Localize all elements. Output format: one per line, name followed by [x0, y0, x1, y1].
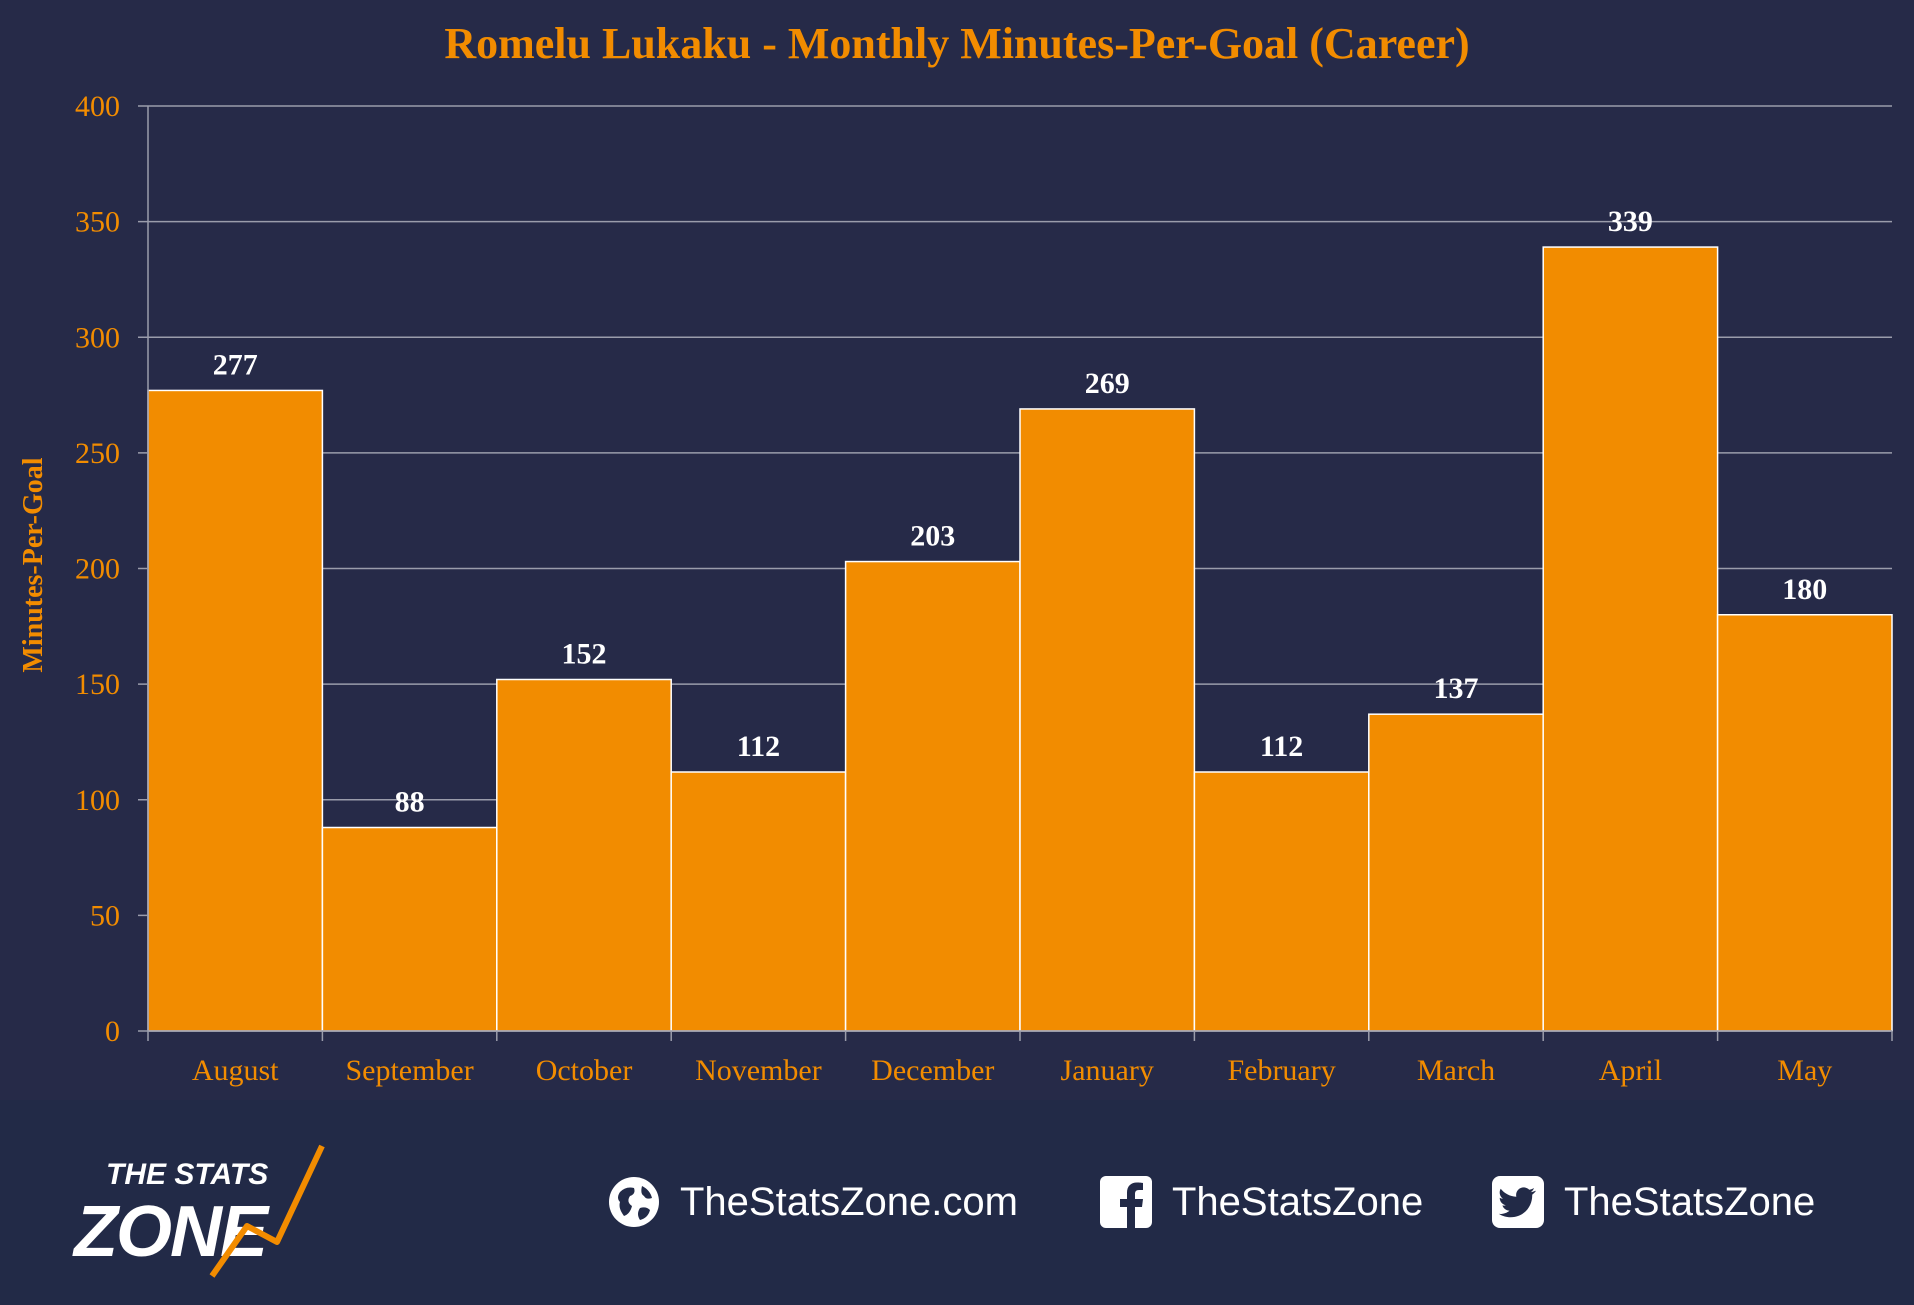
y-tick-label: 50 — [90, 899, 120, 932]
globe-icon — [609, 1177, 659, 1227]
data-label: 137 — [1434, 672, 1479, 705]
bar-chart: Romelu Lukaku - Monthly Minutes-Per-Goal… — [18, 19, 1893, 1087]
x-tick-label: May — [1777, 1054, 1832, 1087]
bar-october — [496, 678, 672, 1032]
y-tick-label: 100 — [75, 784, 120, 817]
stats-zone-logo: THE STATS ZONE — [72, 1144, 325, 1278]
y-tick-label: 250 — [75, 437, 120, 470]
x-tick-label: January — [1061, 1054, 1154, 1087]
y-axis-label: Minutes-Per-Goal — [18, 457, 49, 672]
bar-december — [844, 560, 1021, 1032]
y-tick-label: 400 — [75, 90, 120, 123]
x-tick-label: August — [192, 1054, 279, 1087]
twitter-text: TheStatsZone — [1564, 1179, 1816, 1224]
x-tick-label: September — [345, 1054, 473, 1087]
x-tick-label: November — [695, 1054, 822, 1087]
data-label: 180 — [1782, 573, 1827, 606]
facebook-link[interactable]: TheStatsZone — [1098, 1172, 1423, 1232]
data-label: 112 — [737, 730, 780, 763]
x-tick-label: December — [871, 1054, 994, 1087]
data-label: 152 — [562, 638, 607, 671]
twitter-link[interactable]: TheStatsZone — [1490, 1172, 1815, 1232]
x-tick-label: March — [1417, 1054, 1495, 1087]
logo-zigzag — [209, 1144, 325, 1278]
bar-february — [1193, 771, 1370, 1032]
bar-august — [147, 389, 324, 1032]
x-tick-label: April — [1599, 1054, 1662, 1087]
website-link[interactable]: TheStatsZone.com — [606, 1172, 1018, 1232]
y-tick-labels: 0 50 100 150 200 250 300 350 400 — [75, 90, 120, 1048]
facebook-icon — [1100, 1176, 1152, 1228]
y-tick-label: 200 — [75, 553, 120, 586]
x-tick-labels: August September October November December Ja… — [192, 1054, 1832, 1087]
bar-september — [321, 826, 498, 1032]
twitter-icon — [1492, 1176, 1544, 1228]
y-tick-label: 350 — [75, 206, 120, 239]
y-tick-label: 300 — [75, 321, 120, 354]
data-label: 269 — [1085, 367, 1130, 400]
bar-march — [1368, 713, 1544, 1032]
y-tick-label: 150 — [75, 668, 120, 701]
data-label: 339 — [1608, 205, 1653, 238]
bars — [147, 246, 1893, 1032]
axes — [138, 105, 1893, 1041]
bar-may — [1716, 614, 1893, 1032]
footer: THE STATS ZONE TheStatsZone.com TheStats… — [0, 1100, 1914, 1305]
data-labels: 277 88 152 112 203 269 112 137 339 180 — [213, 205, 1828, 818]
data-label: 277 — [213, 348, 258, 381]
website-text: TheStatsZone.com — [680, 1179, 1018, 1224]
data-label: 112 — [1260, 730, 1303, 763]
data-label: 88 — [395, 786, 425, 819]
chart-title: Romelu Lukaku - Monthly Minutes-Per-Goal… — [444, 19, 1469, 68]
x-tick-label: October — [536, 1054, 633, 1087]
x-tick-label: February — [1227, 1054, 1335, 1087]
data-label: 203 — [910, 520, 955, 553]
facebook-text: TheStatsZone — [1172, 1179, 1424, 1224]
bar-november — [670, 771, 847, 1032]
logo-line2: ZONE — [72, 1192, 270, 1272]
y-tick-label: 0 — [105, 1015, 120, 1048]
bar-january — [1019, 408, 1196, 1032]
logo-line1: THE STATS — [106, 1158, 268, 1191]
bar-april — [1542, 246, 1719, 1032]
